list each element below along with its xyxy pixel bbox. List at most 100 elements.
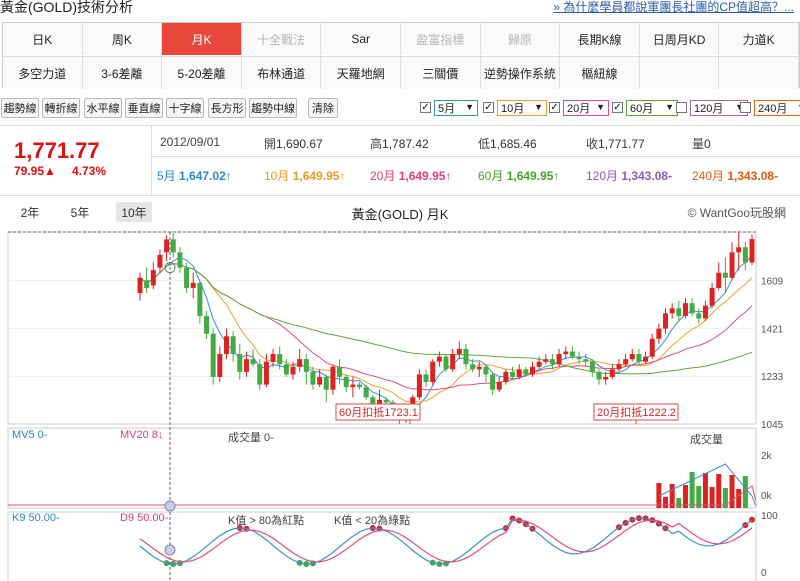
tab-row1-9[interactable]: 力道K: [719, 23, 799, 55]
volume-cursor-marker: [164, 500, 176, 512]
tab-row2-7[interactable]: 樞紐線: [560, 57, 640, 89]
range-button-0[interactable]: 2年: [20, 205, 40, 220]
ma-checkbox-1[interactable]: ✓: [483, 102, 494, 113]
candle-body: [603, 376, 609, 380]
chart-title: 黃金(GOLD) 月K: [351, 207, 449, 222]
candle-body: [629, 354, 635, 360]
ma-value-3: 60月 1,649.95↑: [478, 167, 559, 184]
ma-value-label: 240月: [692, 169, 725, 183]
candle-body: [323, 376, 329, 390]
d9-label: D9 50.00-: [120, 512, 169, 524]
tab-row1-0[interactable]: 日K: [3, 23, 83, 55]
ma-select-5[interactable]: 240月 ▼: [754, 100, 800, 116]
candle-body: [430, 361, 436, 383]
candle-body: [317, 376, 323, 385]
tab-row2-3[interactable]: 布林通道: [241, 57, 322, 89]
chevron-down-icon: ▼: [797, 102, 800, 112]
chart-area[interactable]: 2年 5年 10年 黃金(GOLD) 月K © WantGoo玩股網 1609 142…: [0, 195, 800, 581]
ma-checkbox-4[interactable]: [676, 102, 687, 113]
candle-body: [490, 374, 496, 390]
candle-body: [736, 247, 742, 253]
ma-select-label: 60月: [630, 103, 654, 115]
ma-value-number: 1,343.08-: [621, 169, 673, 183]
tool-button-1[interactable]: 轉折線: [42, 98, 80, 118]
tab-row1-5[interactable]: 盈富指標: [400, 23, 481, 55]
candle-body: [483, 366, 489, 375]
tool-button-0[interactable]: 趨勢線: [1, 98, 39, 118]
tool-button-2[interactable]: 水平線: [84, 98, 122, 118]
promo-link[interactable]: » 為什麼學員都說軍團長社團的CP值超高？...: [553, 0, 794, 14]
ma-select-3[interactable]: 60月 ▼: [626, 100, 678, 116]
last-price: 1,771.77: [14, 138, 100, 163]
candle-body: [623, 359, 629, 365]
tool-button-5[interactable]: 長方形: [208, 98, 246, 118]
candle-body: [277, 354, 283, 365]
candle-body: [170, 239, 176, 253]
candle-body: [210, 333, 216, 377]
candle-body: [543, 359, 549, 362]
ma-checkbox-2[interactable]: ✓: [549, 102, 560, 113]
candle-body: [676, 308, 682, 316]
tab-row2-1[interactable]: 3-6差離: [82, 57, 163, 89]
price-change-percent: 4.73%: [72, 164, 107, 178]
candlestick-chart[interactable]: 1609 1421 1233 1045 2k 0k 100 0 60月扣抵1723.1 20月扣抵…: [0, 196, 800, 581]
range-button-2[interactable]: 10年: [116, 202, 152, 222]
volume-bar: [736, 489, 742, 508]
tab-row2-5[interactable]: 三關價: [400, 57, 481, 89]
tab-row1-1[interactable]: 周K: [82, 23, 163, 55]
tab-row1-3[interactable]: 十全戰法: [241, 23, 322, 55]
tool-button-3[interactable]: 垂直線: [125, 98, 163, 118]
candle-body: [223, 336, 229, 355]
tab-row2-4[interactable]: 天羅地網: [321, 57, 401, 89]
candle-body: [503, 371, 509, 383]
divider: [152, 156, 800, 157]
candle-body: [649, 338, 655, 357]
candle-body: [303, 359, 309, 372]
volume-bar: [663, 497, 669, 508]
tab-row1-6[interactable]: 歸原: [480, 23, 561, 55]
ma-select-0[interactable]: 5月 ▼: [434, 100, 478, 116]
candle-body: [636, 354, 642, 362]
candle-body: [516, 369, 522, 377]
candle-body: [742, 247, 748, 263]
range-button-1[interactable]: 5年: [70, 205, 90, 220]
tab-row1-8[interactable]: 日周月KD: [639, 23, 720, 55]
ma-checkbox-3[interactable]: ✓: [612, 102, 623, 113]
tab-row2-2[interactable]: 5-20差離: [162, 57, 242, 89]
tool-button-6[interactable]: 趨勢中線: [249, 98, 297, 118]
tab-row1-7[interactable]: 長期K線: [560, 23, 640, 55]
chevron-down-icon: ▼: [465, 102, 474, 112]
candle-body: [383, 399, 389, 403]
candle-body: [450, 354, 456, 370]
tab-row1-2[interactable]: 月K: [162, 23, 242, 55]
candle-body: [510, 371, 516, 377]
ma-select-2[interactable]: 20月 ▼: [563, 100, 609, 116]
candle-body: [204, 315, 210, 334]
ma-select-1[interactable]: 10月 ▼: [497, 100, 547, 116]
tab-row-1: 日K 周K 月K 十全戰法 Sar 盈富指標 歸原 長期K線 日周月KD 力道K: [3, 23, 799, 56]
candle-body: [496, 382, 502, 390]
tool-button-7[interactable]: 清除: [308, 98, 338, 118]
candle-body: [217, 354, 223, 377]
tab-row1-4[interactable]: Sar: [321, 23, 401, 55]
ma-select-label: 10月: [501, 103, 525, 115]
kd-cursor-marker: [164, 544, 176, 556]
candle-body: [569, 351, 575, 357]
ma-select-4[interactable]: 120月 ▼: [690, 100, 748, 116]
kd-tick-label: 100: [761, 511, 778, 522]
tab-row2-0[interactable]: 多空力道: [3, 57, 83, 89]
ma-checkbox-5[interactable]: [740, 102, 751, 113]
crosshair-marker: [164, 262, 176, 274]
ma-value-label: 120月: [586, 169, 619, 183]
y-tick-label: 1609: [761, 277, 784, 288]
volume-bar: [676, 498, 682, 508]
volume-title: 成交量: [690, 434, 723, 446]
tool-button-4[interactable]: 十字線: [166, 98, 204, 118]
candle-body: [529, 366, 535, 375]
candle-body: [283, 364, 289, 375]
candle-body: [663, 313, 669, 329]
volume-panel-frame: [7, 427, 757, 509]
tab-row2-6[interactable]: 逆勢操作系統: [480, 57, 561, 89]
chevron-down-icon: ▼: [665, 102, 674, 112]
ma-checkbox-0[interactable]: ✓: [420, 102, 431, 113]
